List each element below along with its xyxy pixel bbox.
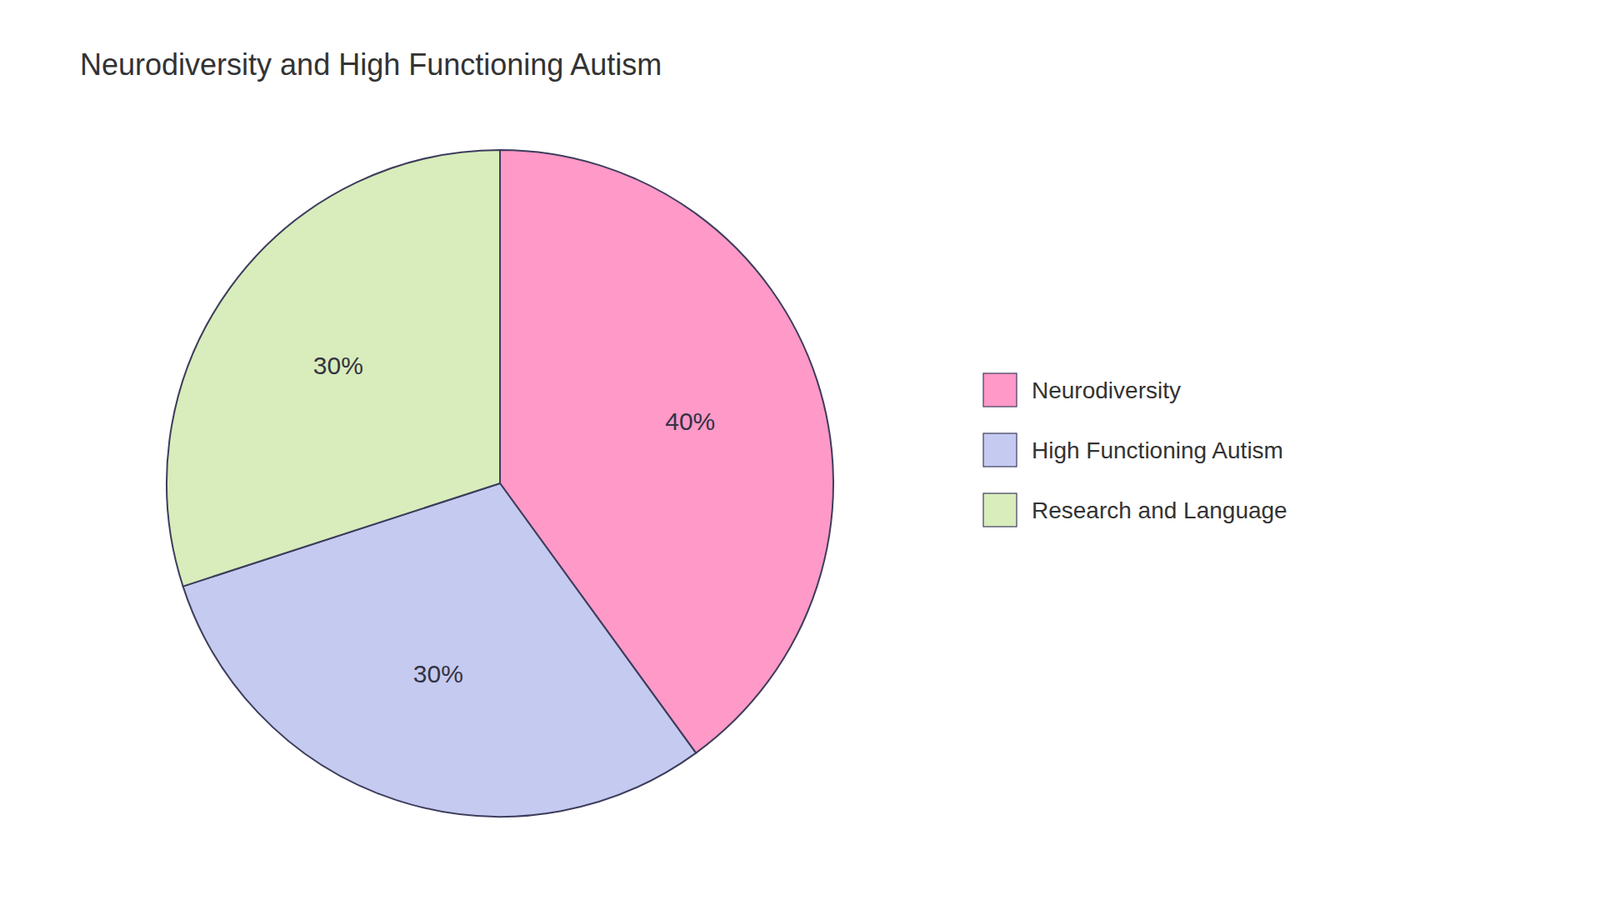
legend-label: Neurodiversity: [1031, 377, 1181, 404]
legend: Neurodiversity High Functioning Autism Res…: [983, 373, 1288, 527]
data-labels: 40% 30% 30%: [313, 351, 715, 687]
legend-swatch: [983, 373, 1017, 407]
pie: [166, 150, 834, 817]
background: [0, 0, 1600, 900]
pie-slice: [166, 150, 500, 587]
title: Neurodiversity and High Functioning Auti…: [80, 47, 662, 82]
legend-label: Research and Language: [1031, 497, 1288, 524]
data-label: 40%: [665, 407, 715, 435]
legend-swatch: [983, 433, 1017, 467]
chart-container: Neurodiversity and High Functioning Auti…: [0, 0, 1600, 900]
chart-svg: Neurodiversity and High Functioning Auti…: [0, 0, 1600, 900]
legend-swatch: [983, 493, 1017, 527]
data-label: 30%: [413, 660, 464, 688]
data-label: 30%: [313, 351, 364, 380]
legend-label: High Functioning Autism: [1031, 437, 1284, 464]
